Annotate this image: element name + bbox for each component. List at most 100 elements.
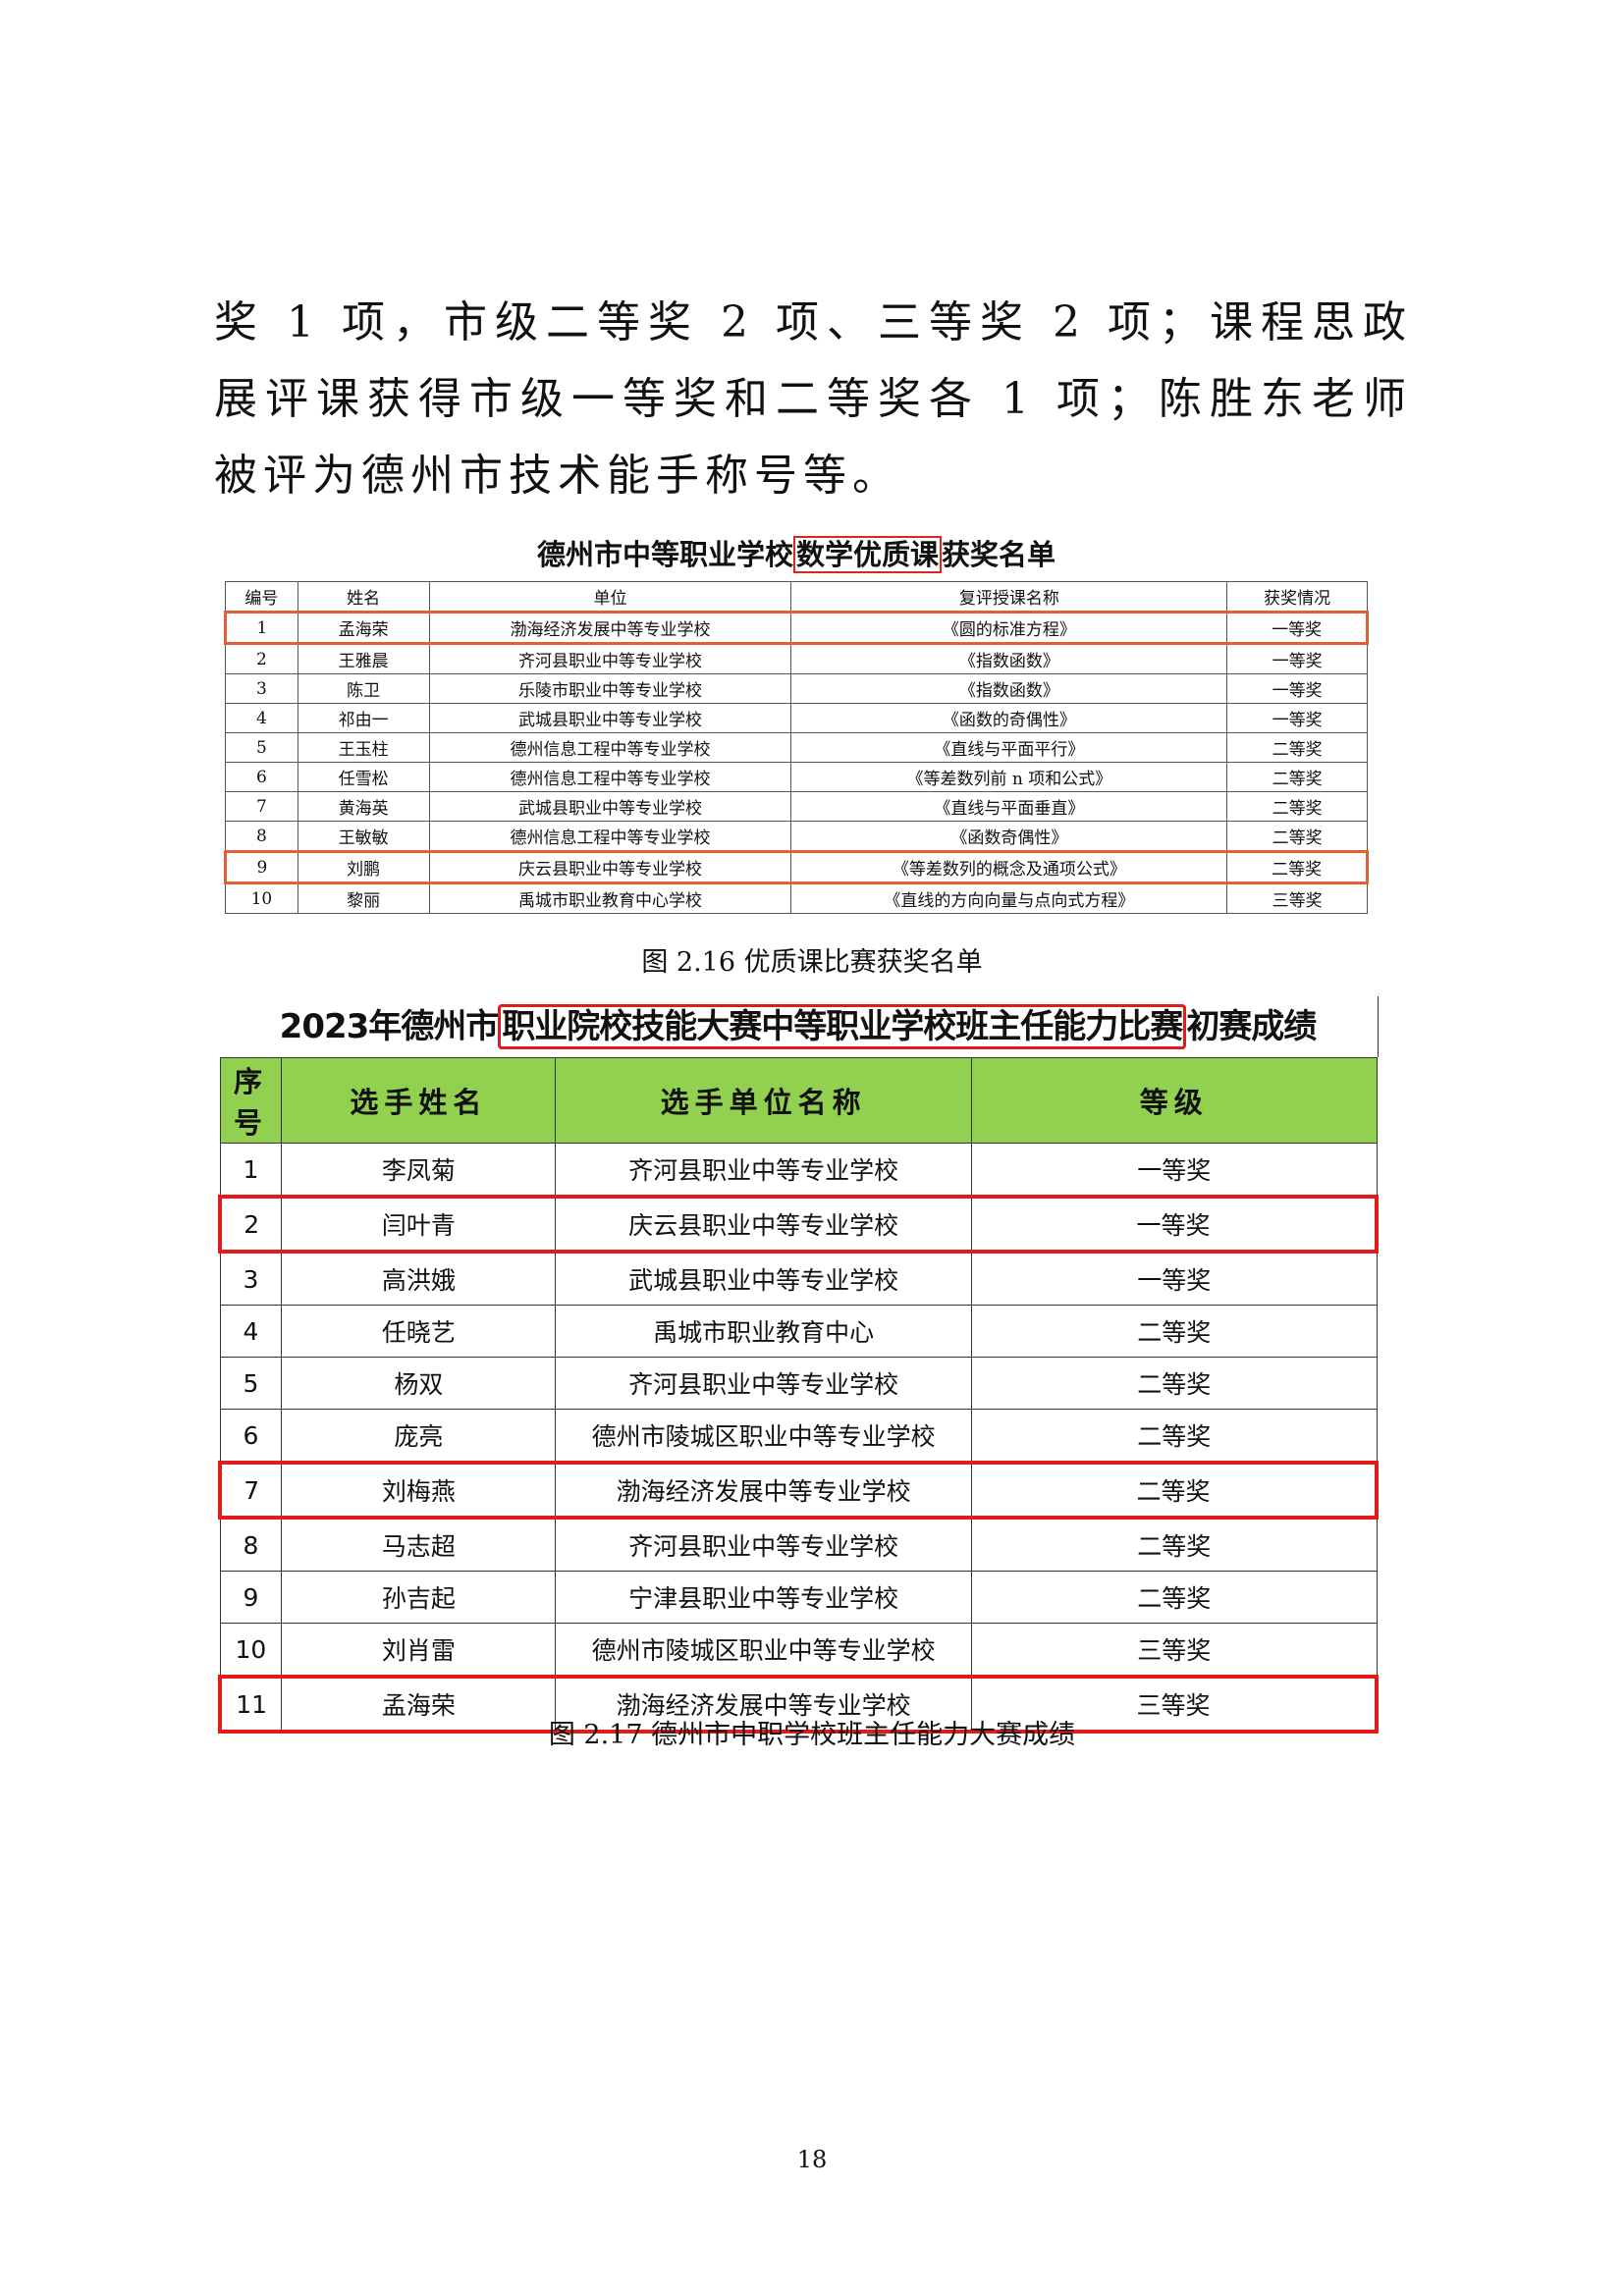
table-cell: 1	[224, 611, 298, 645]
table-cell: 7	[218, 1461, 283, 1520]
table-cell: 闫叶青	[281, 1195, 557, 1254]
table-cell: 5	[225, 732, 298, 763]
figure-caption-2-17: 图 2.17 德州市中职学校班主任能力大赛成绩	[548, 1720, 1076, 1750]
table-cell: 庆云县职业中等专业学校	[555, 1195, 972, 1254]
table-cell: 二等奖	[970, 1461, 1379, 1520]
table-cell: 任雪松	[297, 762, 430, 792]
table-cell: 2	[225, 643, 298, 674]
column-header: 单位	[428, 581, 792, 613]
table-cell: 二等奖	[1226, 791, 1368, 822]
column-header: 获奖情况	[1226, 581, 1368, 613]
column-header: 等级	[970, 1057, 1378, 1144]
table-cell: 《函数奇偶性》	[790, 821, 1228, 852]
table-cell: 4	[219, 1305, 283, 1358]
table-cell: 一等奖	[970, 1251, 1378, 1306]
table-cell: 任晓艺	[281, 1305, 557, 1358]
column-header: 选手姓名	[281, 1057, 557, 1144]
page-number: 18	[796, 2146, 828, 2173]
table-cell: 陈卫	[297, 673, 430, 704]
table-cell: 德州市陵城区职业中等专业学校	[555, 1623, 972, 1678]
title-highlight-box: 数学优质课	[792, 536, 942, 573]
table-cell: 8	[219, 1517, 283, 1572]
table-row: 10 刘肖雷 德州市陵城区职业中等专业学校 三等奖	[219, 1623, 1378, 1678]
table-cell: 二等奖	[1226, 762, 1368, 792]
table-cell: 10	[225, 882, 298, 914]
table-cell: 4	[225, 703, 298, 733]
table-cell: 《等差数列的概念及通项公式》	[790, 850, 1228, 884]
table-row: 8 王敏敏 德州信息工程中等专业学校 《函数奇偶性》 二等奖	[225, 821, 1368, 852]
table-row: 6 庞亮 德州市陵城区职业中等专业学校 二等奖	[219, 1409, 1378, 1464]
table-cell: 《直线的方向向量与点向式方程》	[790, 882, 1228, 914]
table-cell: 2	[218, 1195, 283, 1254]
table-cell: 禹城市职业教育中心学校	[428, 882, 792, 914]
table1-title: 德州市中等职业学校 数学优质课 获奖名单	[536, 536, 1056, 573]
column-header: 复评授课名称	[790, 581, 1228, 613]
table-cell: 二等奖	[1226, 732, 1368, 763]
table-cell: 三等奖	[970, 1623, 1378, 1678]
table-cell: 一等奖	[1226, 643, 1368, 674]
column-header: 选手单位名称	[555, 1057, 972, 1144]
table-cell: 高洪娥	[281, 1251, 557, 1306]
table-row: 5 杨双 齐河县职业中等专业学校 二等奖	[219, 1357, 1378, 1410]
table-cell: 二等奖	[1226, 821, 1368, 852]
table-cell: 10	[219, 1623, 283, 1678]
table-cell: 王敏敏	[297, 821, 430, 852]
table-row: 6 任雪松 德州信息工程中等专业学校 《等差数列前 n 项和公式》 二等奖	[225, 762, 1368, 792]
table-cell: 一等奖	[970, 1143, 1378, 1198]
table-row: 4 任晓艺 禹城市职业教育中心 二等奖	[219, 1305, 1378, 1358]
table-cell: 孟海荣	[281, 1675, 557, 1734]
table-row: 2 闫叶青 庆云县职业中等专业学校 一等奖	[218, 1195, 1379, 1254]
table-row: 1 孟海荣 渤海经济发展中等专业学校 《圆的标准方程》 一等奖	[224, 611, 1369, 645]
table-cell: 二等奖	[970, 1571, 1378, 1624]
table2-title: 2023年德州市 职业院校技能大赛中等职业学校班主任能力比赛 初赛成绩	[218, 996, 1379, 1057]
table-cell: 齐河县职业中等专业学校	[555, 1357, 972, 1410]
table-cell: 《圆的标准方程》	[790, 611, 1228, 645]
table-cell: 8	[225, 821, 298, 852]
table-cell: 马志超	[281, 1517, 557, 1572]
figure-caption-2-16: 图 2.16 优质课比赛获奖名单	[641, 947, 983, 978]
table-row: 9 刘鹏 庆云县职业中等专业学校 《等差数列的概念及通项公式》 二等奖	[224, 850, 1369, 884]
table-cell: 庆云县职业中等专业学校	[428, 850, 792, 884]
table-cell: 三等奖	[1226, 882, 1368, 914]
table-cell: 刘梅燕	[281, 1461, 557, 1520]
table-cell: 1	[219, 1143, 283, 1198]
table-cell: 德州信息工程中等专业学校	[428, 732, 792, 763]
table-cell: 二等奖	[970, 1357, 1378, 1410]
table-row: 10 黎丽 禹城市职业教育中心学校 《直线的方向向量与点向式方程》 三等奖	[225, 882, 1368, 914]
table-cell: 武城县职业中等专业学校	[428, 791, 792, 822]
column-header: 序号	[219, 1057, 283, 1144]
column-header: 编号	[225, 581, 298, 613]
table-row: 8 马志超 齐河县职业中等专业学校 二等奖	[219, 1517, 1378, 1572]
table-cell: 3	[225, 673, 298, 704]
table-cell: 《等差数列前 n 项和公式》	[790, 762, 1228, 792]
table-cell: 《函数的奇偶性》	[790, 703, 1228, 733]
table-cell: 二等奖	[970, 1305, 1378, 1358]
table-cell: 《直线与平面平行》	[790, 732, 1228, 763]
table-row: 1 李凤菊 齐河县职业中等专业学校 一等奖	[219, 1143, 1378, 1198]
table-cell: 禹城市职业教育中心	[555, 1305, 972, 1358]
table-cell: 武城县职业中等专业学校	[428, 703, 792, 733]
math-award-table: 编号 姓名 单位 复评授课名称 获奖情况 1 孟海荣 渤海经济发展中等专业学校 《圆的标准方程》…	[224, 581, 1369, 914]
table-row: 11 孟海荣 渤海经济发展中等专业学校 三等奖	[218, 1675, 1379, 1734]
table-cell: 李凤菊	[281, 1143, 557, 1198]
table-row: 3 陈卫 乐陵市职业中等专业学校 《指数函数》 一等奖	[225, 673, 1368, 704]
table-cell: 德州信息工程中等专业学校	[428, 821, 792, 852]
table-cell: 7	[225, 791, 298, 822]
table-cell: 王玉柱	[297, 732, 430, 763]
table-cell: 《指数函数》	[790, 673, 1228, 704]
table-cell: 德州信息工程中等专业学校	[428, 762, 792, 792]
table-cell: 武城县职业中等专业学校	[555, 1251, 972, 1306]
table-cell: 黎丽	[297, 882, 430, 914]
table-cell: 宁津县职业中等专业学校	[555, 1571, 972, 1624]
table-cell: 5	[219, 1357, 283, 1410]
table-cell: 祁由一	[297, 703, 430, 733]
table-cell: 德州市陵城区职业中等专业学校	[555, 1409, 972, 1464]
table-cell: 乐陵市职业中等专业学校	[428, 673, 792, 704]
table-cell: 黄海英	[297, 791, 430, 822]
head-teacher-contest-table: 2023年德州市 职业院校技能大赛中等职业学校班主任能力比赛 初赛成绩 序号 选手姓名…	[218, 996, 1379, 1734]
table-cell: 一等奖	[1226, 673, 1368, 704]
table-row: 4 祁由一 武城县职业中等专业学校 《函数的奇偶性》 一等奖	[225, 703, 1368, 733]
table-cell: 王雅晨	[297, 643, 430, 674]
table-cell: 6	[225, 762, 298, 792]
